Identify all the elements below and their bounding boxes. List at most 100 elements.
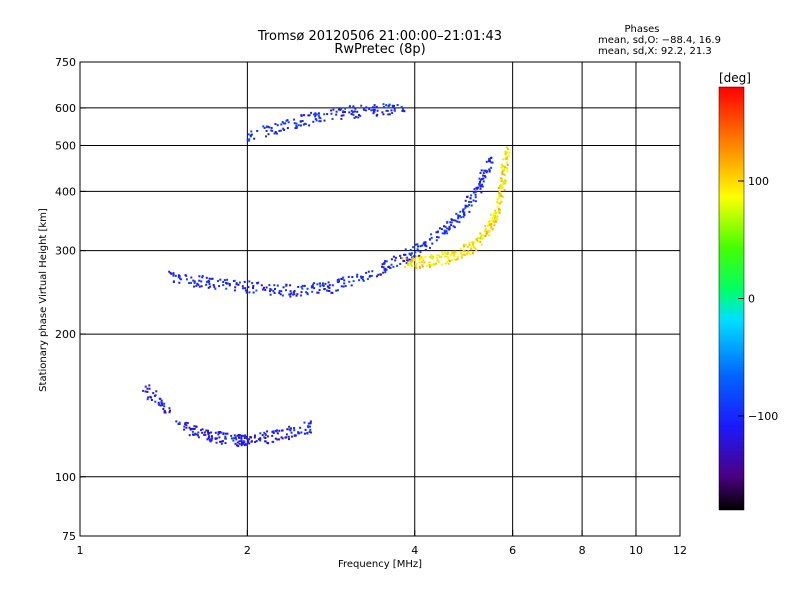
echo-point [348, 111, 351, 114]
echo-point [428, 238, 431, 241]
echo-point [326, 289, 329, 292]
echo-point [485, 232, 488, 235]
echo-point [285, 433, 288, 436]
echo-point [172, 274, 175, 276]
echo-point [453, 226, 456, 229]
echo-point [236, 434, 239, 437]
echo-point [438, 227, 441, 230]
data-points [142, 103, 511, 448]
echo-point [169, 409, 171, 412]
echo-point [336, 281, 339, 284]
echo-point [205, 280, 208, 283]
y-tick-label: 75 [62, 530, 76, 543]
echo-point [410, 261, 413, 264]
echo-point [358, 114, 360, 116]
echo-point [459, 210, 462, 213]
echo-point [486, 224, 489, 227]
echo-point [382, 103, 385, 106]
echo-point [203, 433, 206, 436]
echo-point [421, 264, 424, 267]
echo-point [414, 259, 416, 262]
echo-point [178, 421, 181, 424]
echo-point [249, 134, 252, 137]
echo-point [368, 108, 371, 110]
echo-point [256, 130, 259, 132]
echo-point [357, 116, 360, 119]
echo-point [309, 420, 312, 423]
echo-point [214, 437, 217, 440]
echo-point [348, 105, 351, 108]
echo-point [411, 265, 414, 268]
echo-point [504, 182, 507, 185]
echo-point [150, 399, 153, 401]
echo-point [371, 270, 374, 273]
echo-point [431, 242, 434, 245]
echo-point [448, 227, 451, 230]
echo-point [201, 276, 204, 279]
echo-point [435, 254, 438, 257]
echo-point [396, 264, 399, 267]
echo-point [497, 187, 500, 189]
echo-point [193, 282, 196, 284]
echo-point [459, 248, 462, 251]
echo-point [437, 260, 440, 263]
echo-point [208, 431, 211, 434]
echo-point [243, 437, 246, 439]
echo-point [408, 252, 411, 255]
echo-point [383, 262, 386, 265]
echo-point [274, 437, 277, 440]
echo-point [492, 221, 495, 224]
echo-point [230, 434, 233, 437]
echo-point [209, 440, 212, 443]
echo-point [286, 428, 289, 431]
echo-point [506, 163, 509, 166]
echo-point [408, 262, 411, 265]
echo-point [246, 139, 249, 142]
echo-point [246, 437, 248, 440]
echo-point [415, 266, 418, 269]
echo-point [348, 280, 351, 283]
echo-point [376, 275, 378, 278]
echo-point [219, 278, 222, 281]
echo-point [493, 224, 496, 227]
echo-point [280, 290, 283, 293]
echo-point [429, 256, 432, 259]
echo-point [348, 106, 351, 109]
echo-point [252, 291, 255, 294]
echo-point [219, 431, 221, 433]
echo-point [414, 265, 417, 267]
echo-point [508, 154, 511, 157]
echo-point [365, 106, 368, 109]
echo-point [195, 284, 198, 287]
echo-point [319, 120, 322, 123]
echo-point [148, 387, 151, 390]
echo-point [447, 256, 450, 259]
echo-point [450, 218, 453, 221]
echo-point [247, 286, 250, 289]
echo-point [198, 275, 201, 278]
echo-point [303, 432, 306, 435]
echo-point [503, 189, 506, 192]
echo-point [447, 259, 450, 262]
echo-point [425, 245, 428, 248]
echo-point [244, 289, 247, 292]
echo-point [490, 227, 493, 230]
echo-point [291, 435, 293, 438]
echo-point [497, 197, 500, 200]
echo-point [323, 119, 326, 122]
echo-point [375, 105, 378, 108]
echo-point [144, 390, 147, 393]
echo-point [293, 429, 296, 432]
echo-point [313, 287, 316, 290]
echo-point [445, 230, 448, 233]
echo-point [506, 161, 508, 164]
echo-point [428, 265, 431, 268]
echo-point [250, 440, 253, 443]
echo-point [488, 223, 491, 226]
echo-point [265, 286, 268, 289]
echo-point [462, 208, 465, 211]
echo-point [460, 254, 463, 257]
echo-point [421, 265, 424, 268]
echo-point [344, 111, 346, 113]
echo-point [471, 252, 474, 255]
